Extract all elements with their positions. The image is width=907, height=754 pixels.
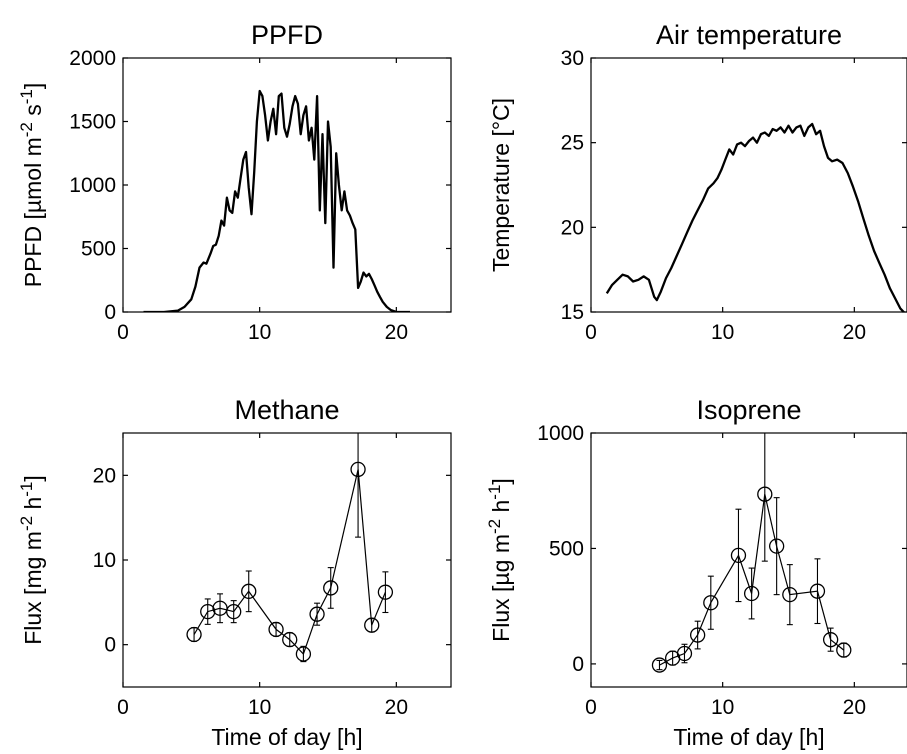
ppfd-xtick-label: 20 [385, 321, 408, 344]
air-temperature-ytick-label: 15 [561, 301, 584, 324]
isoprene-axes-frame [590, 432, 907, 688]
methane-xtick-label: 0 [117, 696, 129, 719]
air-temperature-series-line [605, 122, 906, 312]
air-temperature-xtick-label: 10 [711, 321, 734, 344]
ppfd-ytick-label: 1500 [69, 111, 116, 134]
methane-ytick-label: 0 [104, 634, 116, 657]
air-temperature-ylabel: Temperature [°C] [488, 98, 514, 272]
air-temperature-xtick-label: 0 [585, 321, 597, 344]
isoprene-title: Isoprene [696, 395, 801, 425]
isoprene-chart: Isoprene 0 10 20 0 500 1000 Flux [µg m-2 h-1] Ti… [485, 395, 907, 750]
ppfd-plot-area [143, 89, 410, 312]
isoprene-data-point [676, 645, 693, 662]
ppfd-ytick-label: 0 [104, 301, 116, 324]
isoprene-xtick-label: 10 [711, 696, 734, 719]
ppfd-ytick-label: 2000 [69, 47, 116, 70]
ppfd-ylabel: PPFD [µmol m-2 s-1] [17, 83, 47, 288]
air-temperature-axes-frame [590, 57, 907, 313]
ppfd-ytick-label: 1000 [69, 174, 116, 197]
methane-data-point [268, 621, 284, 638]
air-temperature-title: Air temperature [656, 20, 842, 50]
methane-ytick-label: 20 [93, 464, 116, 487]
isoprene-data-point [651, 657, 668, 673]
methane-data-point [200, 603, 216, 620]
ppfd-axes-frame [122, 57, 452, 313]
ppfd-xtick-label: 0 [117, 321, 129, 344]
methane-data-point [295, 646, 312, 662]
isoprene-data-point [757, 486, 773, 502]
air-temperature-ytick-label: 20 [561, 216, 584, 239]
methane-data-point [241, 583, 257, 599]
methane-data-point [309, 606, 325, 622]
air-temperature-chart: Air temperature 0 10 20 15 20 25 30 Temperature … [488, 20, 907, 344]
methane-data-point [282, 631, 298, 648]
methane-title: Methane [234, 395, 339, 425]
methane-xtick-label: 10 [248, 696, 271, 719]
methane-data-point [186, 626, 202, 643]
ppfd-chart: PPFD 0 10 20 0 500 1000 1500 2000 PPFD [µmol m-2 … [17, 20, 452, 344]
methane-plot-area [186, 433, 394, 663]
isoprene-ytick-label: 500 [549, 537, 584, 560]
methane-ytick-label: 10 [93, 549, 116, 572]
isoprene-ytick-label: 0 [572, 653, 584, 676]
isoprene-data-point [809, 583, 826, 599]
air-temperature-xtick-label: 20 [843, 321, 866, 344]
air-temperature-ytick-label: 25 [561, 132, 584, 155]
methane-data-point [350, 461, 366, 478]
isoprene-data-point [690, 627, 706, 643]
isoprene-xtick-label: 0 [585, 696, 597, 719]
isoprene-xlabel: Time of day [h] [673, 724, 824, 750]
isoprene-xtick-label: 20 [843, 696, 866, 719]
isoprene-data-point [822, 632, 839, 648]
ppfd-ytick-label: 500 [81, 238, 116, 261]
isoprene-ytick-label: 1000 [537, 422, 584, 445]
methane-axes-frame [122, 432, 452, 688]
ppfd-xtick-label: 10 [248, 321, 271, 344]
methane-data-point [377, 584, 394, 600]
air-temperature-plot-area [605, 122, 906, 312]
isoprene-data-point [743, 585, 760, 602]
methane-data-point [364, 617, 380, 633]
ppfd-title: PPFD [251, 20, 323, 50]
methane-chart: Methane 0 10 20 0 10 20 Flux [mg m-2 h-1] Time o… [17, 395, 452, 750]
isoprene-plot-area [651, 433, 852, 673]
methane-data-point [226, 603, 242, 620]
isoprene-data-point [782, 586, 798, 603]
methane-data-point [323, 580, 339, 596]
isoprene-data-point [703, 595, 719, 611]
isoprene-ylabel: Flux [µg m-2 h-1] [485, 478, 515, 642]
methane-ylabel: Flux [mg m-2 h-1] [17, 475, 47, 645]
methane-xlabel: Time of day [h] [211, 724, 362, 750]
isoprene-data-point [836, 642, 852, 658]
methane-xtick-label: 20 [385, 696, 408, 719]
air-temperature-ytick-label: 30 [561, 47, 584, 70]
ppfd-series-line [143, 89, 410, 312]
methane-series-line [193, 469, 386, 656]
isoprene-data-point [769, 538, 785, 554]
isoprene-data-point [730, 547, 747, 564]
